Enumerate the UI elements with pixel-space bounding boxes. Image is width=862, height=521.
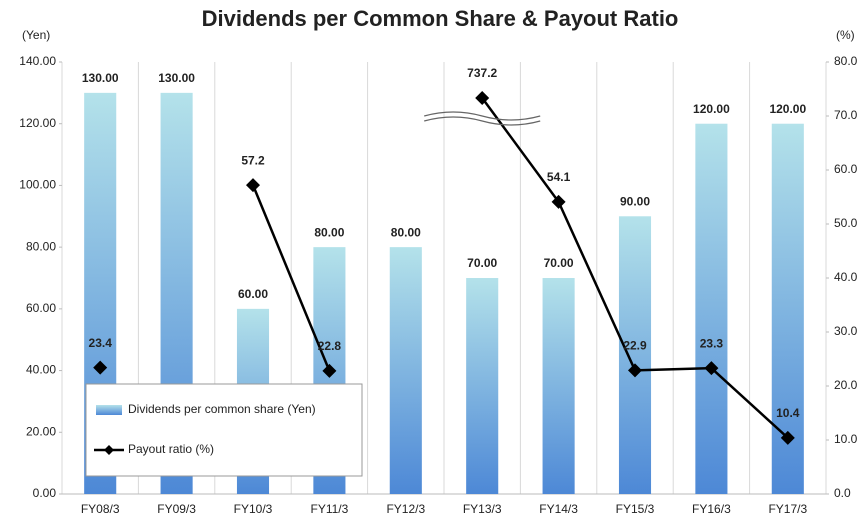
payout-value-label: 23.3 bbox=[700, 336, 724, 350]
y-tick-label: 140.00 bbox=[19, 54, 56, 68]
y2-tick-label: 20.0 bbox=[834, 378, 858, 392]
y2-tick-label: 50.0 bbox=[834, 216, 858, 230]
x-tick-label: FY16/3 bbox=[692, 502, 731, 516]
y2-tick-label: 70.0 bbox=[834, 108, 858, 122]
x-tick-label: FY08/3 bbox=[81, 502, 120, 516]
bar-value-label: 90.00 bbox=[620, 194, 650, 208]
axis-break bbox=[424, 116, 541, 126]
y-tick-label: 100.00 bbox=[19, 178, 56, 192]
y2-axis-label: (%) bbox=[836, 28, 855, 42]
y2-tick-label: 0.0 bbox=[834, 486, 851, 500]
y2-tick-label: 30.0 bbox=[834, 324, 858, 338]
payout-marker bbox=[246, 178, 260, 193]
bar-value-label: 80.00 bbox=[314, 225, 344, 239]
payout-value-label: 22.8 bbox=[318, 339, 342, 353]
y-axis-label: (Yen) bbox=[22, 28, 50, 42]
x-tick-label: FY17/3 bbox=[768, 502, 807, 516]
bar-value-label: 70.00 bbox=[467, 256, 497, 270]
bar bbox=[389, 247, 422, 494]
y-tick-label: 60.00 bbox=[26, 301, 56, 315]
payout-marker bbox=[93, 360, 108, 375]
chart-title: Dividends per Common Share & Payout Rati… bbox=[202, 6, 679, 31]
x-tick-label: FY12/3 bbox=[386, 502, 425, 516]
payout-value-label: 23.4 bbox=[89, 336, 113, 350]
x-tick-label: FY11/3 bbox=[310, 502, 348, 516]
x-tick-label: FY14/3 bbox=[539, 502, 578, 516]
y2-tick-label: 60.0 bbox=[834, 162, 858, 176]
bar-value-label: 70.00 bbox=[544, 256, 574, 270]
legend-label: Dividends per common share (Yen) bbox=[128, 402, 316, 416]
axis-break bbox=[424, 111, 541, 121]
bar-value-label: 120.00 bbox=[769, 102, 806, 116]
bar-value-label: 120.00 bbox=[693, 102, 730, 116]
x-tick-label: FY10/3 bbox=[234, 502, 273, 516]
legend-box bbox=[85, 383, 363, 477]
x-tick-label: FY15/3 bbox=[616, 502, 655, 516]
payout-marker bbox=[704, 361, 719, 376]
bar bbox=[618, 216, 652, 495]
payout-value-label: 10.4 bbox=[776, 406, 800, 420]
payout-value-label: 22.9 bbox=[623, 339, 647, 353]
y2-tick-label: 40.0 bbox=[834, 270, 858, 284]
bar-value-label: 80.00 bbox=[391, 225, 421, 239]
y2-tick-label: 80.0 bbox=[834, 54, 858, 68]
payout-marker bbox=[322, 363, 337, 378]
legend-swatch bbox=[96, 405, 122, 415]
payout-marker bbox=[551, 194, 566, 209]
bar bbox=[695, 123, 728, 494]
bar-value-label: 60.00 bbox=[238, 287, 268, 301]
payout-value-label: 54.1 bbox=[547, 170, 571, 184]
y-tick-label: 80.00 bbox=[26, 239, 56, 253]
payout-value-label: 737.2 bbox=[467, 66, 497, 80]
legend-label: Payout ratio (%) bbox=[128, 442, 214, 456]
bar bbox=[542, 278, 575, 494]
x-tick-label: FY09/3 bbox=[157, 502, 196, 516]
payout-line bbox=[251, 184, 331, 372]
bar bbox=[466, 278, 499, 494]
y-tick-label: 40.00 bbox=[26, 363, 56, 377]
bar-value-label: 130.00 bbox=[82, 71, 119, 85]
y2-tick-label: 10.0 bbox=[834, 432, 858, 446]
payout-marker bbox=[780, 430, 795, 445]
legend-swatch bbox=[104, 445, 114, 455]
y-tick-label: 0.00 bbox=[33, 486, 57, 500]
payout-marker bbox=[475, 91, 490, 105]
payout-marker bbox=[628, 363, 642, 378]
bar-value-label: 130.00 bbox=[158, 71, 195, 85]
payout-value-label: 57.2 bbox=[241, 153, 265, 167]
y-tick-label: 20.00 bbox=[26, 424, 56, 438]
x-tick-label: FY13/3 bbox=[463, 502, 502, 516]
y-tick-label: 120.00 bbox=[19, 116, 56, 130]
